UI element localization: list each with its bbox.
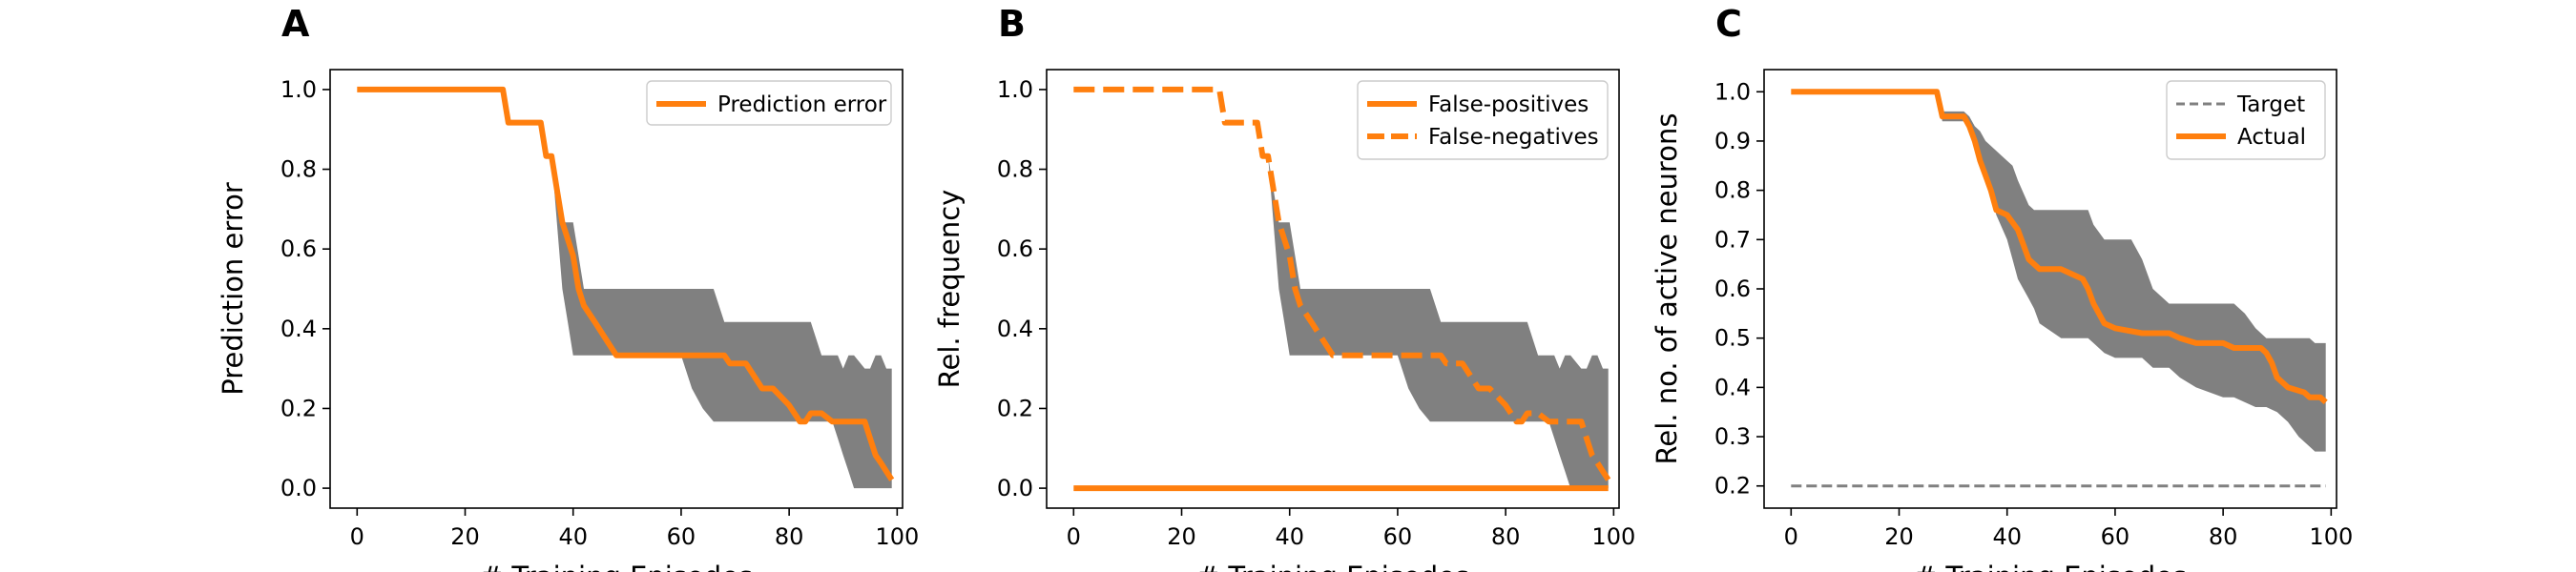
y-tick-label: 0.0 <box>997 475 1033 501</box>
x-tick-label: 80 <box>2209 523 2238 550</box>
x-tick-label: 100 <box>875 523 919 550</box>
plot-frame-a <box>329 69 904 509</box>
y-tick-label: 1.0 <box>1714 78 1751 105</box>
tick-layer: 0 20 40 60 80 100 0.2 0.3 0.4 0.5 0.6 0.7 0.8 0.9 1.0 <box>1714 78 2353 550</box>
x-tick-label: 40 <box>558 523 588 550</box>
panel-letter-c: C <box>1715 3 1742 45</box>
y-axis-label-b: Rel. frequency <box>933 190 966 389</box>
legend-box <box>2166 80 2326 160</box>
legend-label: Actual <box>2237 125 2306 150</box>
y-tick-label: 0.6 <box>997 235 1033 262</box>
y-tick-label: 0.2 <box>280 395 317 421</box>
legend-label: False-negatives <box>1428 125 1599 150</box>
panel-a: A 0 20 40 60 80 100 0.0 0.2 0.4 0.6 0.8 1.0 # Train… <box>217 3 919 572</box>
series-line-false-negatives <box>1073 86 1611 481</box>
confidence-band <box>357 89 892 489</box>
series-lines-layer <box>1791 89 2328 488</box>
legend-c: Target Actual <box>2166 80 2326 160</box>
y-tick-label: 0.0 <box>280 475 317 501</box>
series-line-actual <box>1791 89 2328 405</box>
panel-letter-b: B <box>998 3 1026 45</box>
y-tick-label: 0.2 <box>997 395 1033 421</box>
legend-label: Prediction error <box>717 92 887 117</box>
panel-c: C 0 20 40 60 80 100 0.2 0.3 0.4 0.5 0.6 0.7 0.8 0.9 1.… <box>1651 3 2353 572</box>
x-tick-label: 60 <box>667 523 696 550</box>
y-axis-label-a: Prediction error <box>217 182 249 396</box>
legend-label: False-positives <box>1428 92 1589 117</box>
x-tick-label: 20 <box>450 523 480 550</box>
x-tick-label: 40 <box>1992 523 2022 550</box>
x-tick-label: 0 <box>1067 523 1081 550</box>
tick-layer: 0 20 40 60 80 100 0.0 0.2 0.4 0.6 0.8 1.0 <box>997 76 1635 550</box>
y-tick-label: 0.8 <box>1714 177 1751 204</box>
x-tick-label: 100 <box>1591 523 1635 550</box>
panel-b: B 0 20 40 60 80 100 0.0 0.2 0.4 0.6 0.8 1.0 # Train… <box>933 3 1635 572</box>
legend-label: Target <box>2236 92 2305 117</box>
y-tick-label: 0.3 <box>1714 423 1751 450</box>
panel-letter-a: A <box>281 3 310 45</box>
confidence-band <box>1073 89 1609 489</box>
x-tick-label: 20 <box>1884 523 1914 550</box>
x-axis-label-a: # Training Episodes <box>480 561 753 572</box>
confidence-band-layer <box>357 89 892 489</box>
x-tick-label: 0 <box>350 523 364 550</box>
y-tick-label: 0.4 <box>997 316 1033 342</box>
y-tick-label: 0.4 <box>280 316 317 342</box>
tick-layer: 0 20 40 60 80 100 0.0 0.2 0.4 0.6 0.8 1.0 <box>280 76 919 550</box>
plot-frame-b <box>1046 69 1620 509</box>
x-axis-label-b: # Training Episodes <box>1196 561 1469 572</box>
x-tick-label: 80 <box>1491 523 1521 550</box>
legend-a: Prediction error <box>646 80 892 126</box>
y-tick-label: 0.4 <box>1714 374 1751 400</box>
y-tick-label: 0.6 <box>280 235 317 262</box>
x-tick-label: 40 <box>1275 523 1304 550</box>
y-tick-label: 0.9 <box>1714 128 1751 154</box>
x-tick-label: 20 <box>1167 523 1196 550</box>
y-tick-label: 0.5 <box>1714 325 1751 352</box>
y-tick-label: 1.0 <box>997 76 1033 103</box>
legend-box <box>1357 80 1609 160</box>
x-axis-label-c: # Training Episodes <box>1914 561 2187 572</box>
legend-b: False-positives False-negatives <box>1357 80 1609 160</box>
x-tick-label: 100 <box>2309 523 2353 550</box>
y-tick-label: 0.8 <box>280 156 317 183</box>
x-tick-label: 80 <box>775 523 804 550</box>
y-axis-label-c: Rel. no. of active neurons <box>1651 113 1683 465</box>
y-tick-label: 0.6 <box>1714 276 1751 302</box>
series-lines-layer <box>1073 86 1611 492</box>
series-lines-layer <box>357 86 895 481</box>
series-line-prediction-error <box>357 86 895 481</box>
y-tick-label: 1.0 <box>280 76 317 103</box>
x-tick-label: 60 <box>2101 523 2130 550</box>
y-tick-label: 0.7 <box>1714 226 1751 253</box>
legend-box <box>646 80 892 126</box>
y-tick-label: 0.2 <box>1714 473 1751 500</box>
x-tick-label: 60 <box>1383 523 1413 550</box>
x-tick-label: 0 <box>1784 523 1798 550</box>
y-tick-label: 0.8 <box>997 156 1033 183</box>
confidence-band-layer <box>1073 89 1609 489</box>
